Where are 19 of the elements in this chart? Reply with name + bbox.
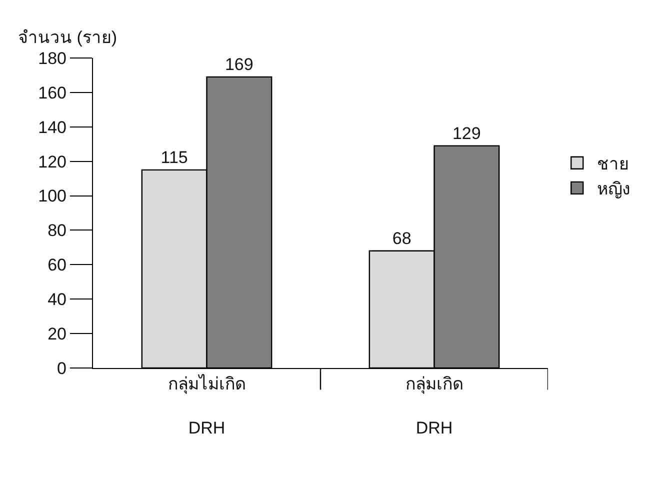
y-tick-label: 160 <box>38 83 66 102</box>
y-axis-title: จำนวน (ราย) <box>18 28 118 47</box>
y-tick-label: 80 <box>48 221 66 240</box>
data-label: 68 <box>392 228 412 248</box>
legend-label: หญิง <box>597 180 630 199</box>
data-label: 115 <box>160 148 188 167</box>
data-label: 129 <box>452 124 481 143</box>
y-tick-label: 100 <box>38 186 66 206</box>
y-tick-label: 0 <box>57 358 66 378</box>
data-label: 169 <box>224 54 254 74</box>
category-label: กลุ่มไม่เกิด DRH <box>168 374 246 438</box>
y-tick-label: 180 <box>38 48 66 68</box>
y-tick-label: 120 <box>38 152 66 172</box>
legend-label: ชาย <box>597 154 630 174</box>
y-tick-label: 20 <box>48 324 66 344</box>
y-tick-label: 60 <box>48 256 66 275</box>
category-label: กลุ่มเกิด DRH <box>405 374 464 438</box>
y-tick-label: 40 <box>48 290 66 310</box>
y-tick-label: 140 <box>38 118 66 137</box>
